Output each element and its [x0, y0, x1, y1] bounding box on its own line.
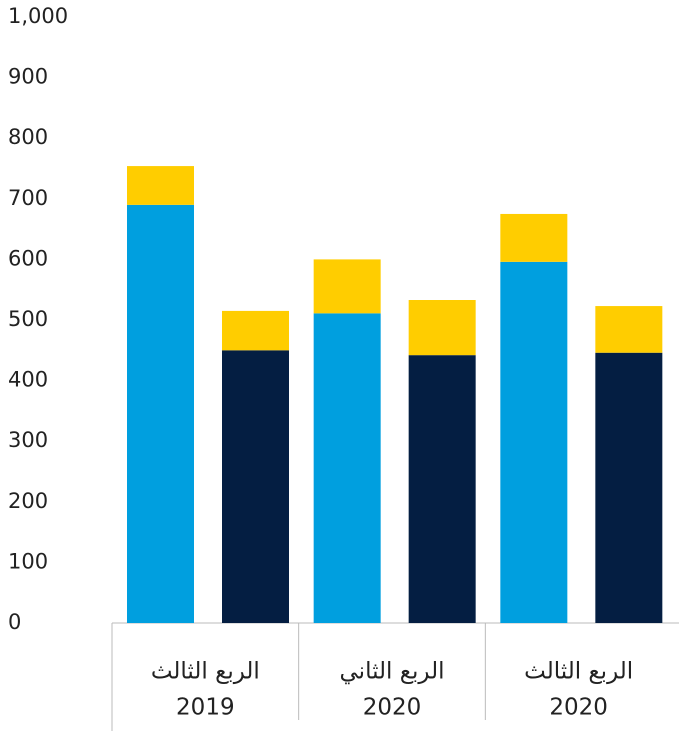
bar-segment	[313, 259, 381, 314]
bar-segment	[127, 204, 194, 624]
y-tick-label: 600	[8, 246, 48, 270]
bar-segment	[500, 261, 568, 623]
bar-segment	[222, 350, 289, 623]
bar-segment	[408, 355, 476, 623]
bar-segment	[408, 300, 476, 356]
y-tick-label: 800	[8, 125, 48, 149]
bar-segment	[222, 310, 289, 351]
y-tick-label: 1,000	[8, 4, 68, 28]
y-tick-label: 700	[8, 186, 48, 210]
x-tick-label: 2020	[363, 695, 422, 721]
y-tick-label: 100	[8, 549, 48, 573]
bar-segment	[595, 352, 663, 623]
y-tick-label: 400	[8, 368, 48, 392]
y-tick-label: 200	[8, 489, 48, 513]
bar-segment	[595, 306, 663, 353]
x-tick-label: 2020	[549, 695, 608, 721]
y-tick-label: 0	[8, 610, 21, 634]
x-tick-label: الربع الثالث	[151, 659, 260, 685]
bar-segment	[313, 313, 381, 623]
y-tick-label: 300	[8, 428, 48, 452]
x-tick-label: الربع الثالث	[524, 659, 633, 685]
x-tick-label: 2019	[176, 695, 235, 721]
bar-segment	[127, 166, 194, 205]
bar-segment	[500, 213, 568, 262]
y-tick-label: 900	[8, 65, 48, 89]
y-tick-label: 500	[8, 307, 48, 331]
x-tick-label: الربع الثاني	[340, 659, 445, 685]
